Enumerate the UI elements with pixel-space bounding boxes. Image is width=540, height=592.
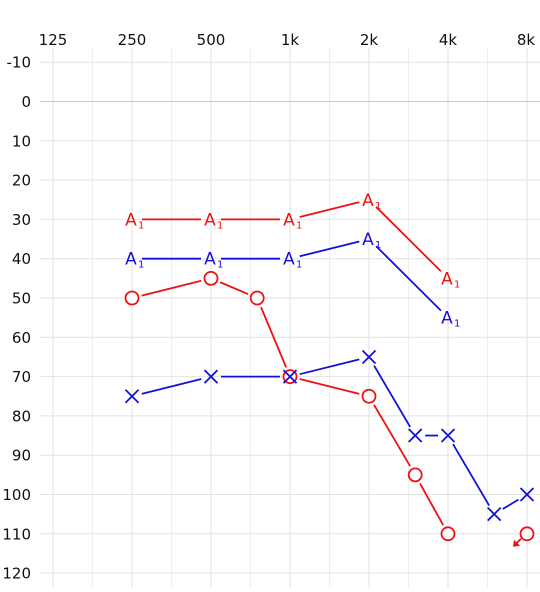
x-tick-labels: 125 250 500 1k 2k 4k 8k (39, 31, 536, 49)
y-tick-label: 60 (12, 329, 31, 347)
series-left-air-segment (141, 378, 202, 395)
no-response-arrow-head (513, 539, 520, 547)
y-tick-label: 70 (12, 368, 31, 386)
left-air-cross-marker (361, 349, 377, 365)
aided-marker-subscript: 1 (217, 260, 223, 271)
y-tick-label: 90 (12, 447, 31, 465)
y-tick-label: 20 (12, 172, 31, 190)
y-tick-label: 0 (21, 93, 31, 111)
left-air-cross-marker (440, 428, 456, 443)
right-air-circle-marker (407, 467, 423, 483)
aided-marker-letter: A (441, 269, 453, 289)
y-tick-label: 10 (12, 132, 31, 150)
aided-marker-letter: A (362, 191, 374, 211)
series-markers: A 1 A 1 A 1A 1A 1A 1 A 1 A 1A 1A 1 (124, 191, 535, 547)
series-lines (141, 201, 519, 526)
right-air-circle-marker (249, 290, 265, 306)
series-left-air-segment (502, 498, 519, 510)
series-right-air-segment (299, 378, 360, 395)
aided-marker-letter: A (204, 250, 216, 270)
series-left-air-segment (452, 443, 490, 506)
x-tick-label: 500 (197, 31, 226, 49)
aided-marker-letter: A (125, 250, 137, 270)
y-tick-label: 110 (2, 525, 31, 543)
y-tick-label: -10 (7, 54, 32, 72)
grid-layer (40, 48, 540, 588)
left-air-cross-marker (408, 428, 423, 443)
aided-marker-letter: A (362, 230, 374, 250)
x-tick-label: 2k (360, 31, 379, 49)
left-air-cross-marker (203, 369, 219, 384)
y-tick-label: 80 (12, 407, 31, 425)
right-air-circle-marker (361, 388, 377, 404)
aided-marker-letter: A (441, 309, 453, 329)
x-tick-label: 125 (39, 31, 68, 49)
y-tick-labels: -10 0 10 20 30 40 50 60 70 80 90 100 110 120 (2, 54, 31, 583)
series-left-air-segment (299, 358, 360, 376)
series-right-aided-segment (299, 201, 360, 218)
series-right-air-segment (373, 404, 411, 467)
series-right-air-segment (141, 279, 202, 297)
aided-marker-subscript: 1 (296, 260, 302, 271)
y-tick-label: 50 (12, 290, 31, 308)
y-tick-label: 120 (2, 565, 31, 583)
series-right-air-segment (219, 281, 249, 295)
aided-marker-subscript: 1 (375, 201, 381, 212)
right-air-circle-marker (203, 270, 219, 286)
x-tick-label: 250 (118, 31, 147, 49)
y-tick-label: 100 (2, 486, 31, 504)
left-air-cross-marker (487, 507, 502, 522)
aided-marker-letter: A (125, 210, 137, 230)
right-air-circle-marker (440, 526, 456, 542)
aided-marker-subscript: 1 (296, 220, 302, 231)
right-air-circle-marker (519, 526, 535, 542)
series-left-air-segment (373, 365, 411, 428)
series-right-aided-segment (375, 206, 442, 272)
x-tick-label: 1k (281, 31, 300, 49)
aided-marker-letter: A (283, 210, 295, 230)
aided-marker-subscript: 1 (454, 319, 460, 330)
left-air-cross-marker (519, 487, 535, 502)
aided-marker-subscript: 1 (217, 220, 223, 231)
y-tick-label: 40 (12, 250, 31, 268)
y-tick-label: 30 (12, 211, 31, 229)
x-tick-label: 8k (517, 31, 536, 49)
aided-marker-subscript: 1 (454, 279, 460, 290)
aided-marker-subscript: 1 (375, 240, 381, 251)
aided-marker-letter: A (204, 210, 216, 230)
aided-marker-letter: A (283, 250, 295, 270)
left-air-cross-marker (282, 369, 298, 384)
right-air-circle-marker (124, 290, 140, 306)
x-tick-label: 4k (439, 31, 458, 49)
series-left-aided-segment (299, 240, 360, 258)
aided-marker-subscript: 1 (138, 260, 144, 271)
series-right-air-segment (419, 483, 444, 526)
series-left-aided-segment (375, 245, 442, 312)
aided-marker-subscript: 1 (138, 220, 144, 231)
left-air-cross-marker (124, 389, 140, 404)
series-right-air-segment (260, 306, 287, 368)
